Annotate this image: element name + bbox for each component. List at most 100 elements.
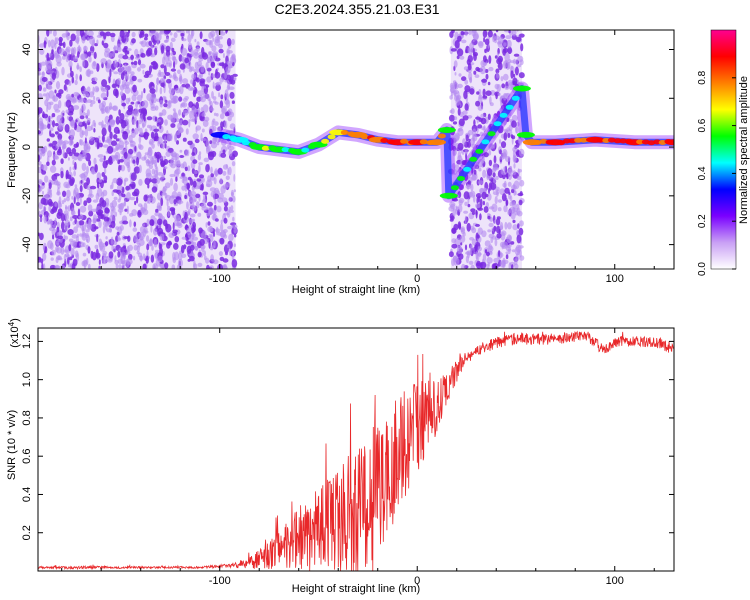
noise-blob: [41, 77, 48, 82]
noise-blob: [487, 30, 493, 38]
noise-blob: [42, 111, 45, 118]
noise-blob: [492, 176, 497, 184]
noise-blob: [119, 225, 124, 231]
noise-blob: [212, 191, 215, 200]
x-tick-label: 100: [606, 273, 624, 285]
noise-blob: [228, 145, 235, 151]
noise-blob: [500, 141, 507, 149]
noise-blob: [181, 38, 187, 42]
noise-blob: [38, 67, 41, 72]
noise-blob: [503, 128, 508, 133]
noise-blob: [148, 164, 154, 170]
noise-blob: [159, 233, 165, 241]
y-tick-label: 1.0: [21, 372, 33, 387]
noise-blob: [480, 262, 483, 269]
figure-title: C2E3.2024.355.21.03.E31: [274, 1, 439, 17]
noise-blob: [81, 224, 87, 231]
noise-blob: [104, 241, 109, 247]
noise-blob: [41, 262, 44, 269]
noise-blob: [153, 128, 160, 132]
noise-blob: [130, 172, 137, 182]
noise-blob: [179, 85, 184, 95]
noise-blob: [510, 241, 515, 245]
noise-blob: [101, 79, 108, 88]
noise-blob: [104, 139, 109, 143]
noise-blob: [230, 205, 234, 211]
noise-blob: [56, 191, 61, 196]
noise-blob: [170, 151, 177, 157]
noise-blob: [137, 242, 141, 248]
noise-blob: [168, 100, 173, 104]
noise-blob: [480, 113, 485, 119]
noise-blob: [511, 30, 517, 37]
noise-blob: [81, 34, 86, 44]
noise-blob: [492, 33, 496, 43]
noise-blob: [62, 149, 65, 159]
noise-blob: [58, 196, 62, 205]
noise-blob: [494, 83, 500, 90]
noise-blob: [63, 84, 67, 91]
noise-blob: [159, 100, 164, 105]
noise-blob: [187, 165, 191, 172]
noise-blob: [201, 112, 206, 117]
noise-blob: [47, 240, 53, 249]
noise-blob: [520, 43, 524, 52]
noise-blob: [73, 156, 78, 161]
noise-blob: [93, 157, 97, 166]
noise-blob: [168, 60, 172, 68]
noise-blob: [456, 55, 460, 60]
noise-blob: [113, 196, 118, 201]
noise-blob: [132, 159, 136, 164]
noise-blob: [50, 221, 53, 229]
noise-blob: [495, 175, 499, 180]
noise-blob: [79, 121, 82, 126]
noise-blob: [496, 58, 502, 65]
noise-blob: [89, 70, 94, 75]
noise-blob: [81, 130, 86, 136]
noise-blob: [182, 119, 189, 126]
noise-blob: [487, 215, 491, 220]
noise-blob: [156, 76, 160, 86]
noise-blob: [488, 150, 492, 156]
noise-blob: [207, 201, 213, 207]
noise-blob: [84, 221, 88, 227]
noise-blob: [49, 227, 55, 232]
noise-blob: [494, 196, 498, 205]
noise-blob: [169, 74, 173, 79]
noise-blob: [193, 48, 199, 56]
noise-blob: [181, 102, 186, 107]
noise-blob: [104, 208, 110, 214]
noise-blob: [163, 30, 171, 35]
colorbar-gradient: [711, 30, 736, 269]
noise-blob: [119, 138, 122, 143]
spectrogram-panel: -100 0 100 -40 -20 0 20 40 Height of straight …: [6, 29, 675, 296]
noise-blob: [163, 103, 168, 108]
noise-blob: [104, 105, 111, 114]
noise-blob: [220, 185, 226, 194]
noise-blob: [214, 82, 220, 86]
noise-blob: [472, 128, 477, 137]
noise-blob: [76, 37, 80, 45]
noise-blob: [463, 90, 468, 100]
noise-blob: [142, 263, 147, 269]
noise-blob: [52, 234, 55, 240]
noise-blob: [144, 33, 149, 38]
noise-blob: [136, 94, 143, 102]
noise-blob: [196, 201, 200, 209]
noise-blob: [98, 179, 102, 183]
noise-blob: [39, 48, 45, 55]
spectrogram-x-ticks: -100 0 100: [61, 30, 655, 285]
noise-blob: [56, 61, 62, 67]
noise-blob: [146, 47, 153, 56]
signal-point: [512, 85, 531, 92]
noise-blob: [46, 161, 50, 167]
noise-blob: [484, 38, 490, 46]
signal-point: [360, 134, 369, 140]
noise-blob: [125, 66, 131, 73]
noise-blob: [41, 170, 47, 175]
noise-blob: [467, 180, 471, 185]
noise-blob: [510, 70, 514, 79]
noise-blob: [518, 72, 525, 79]
noise-blob: [49, 165, 57, 173]
noise-blob: [208, 208, 211, 214]
